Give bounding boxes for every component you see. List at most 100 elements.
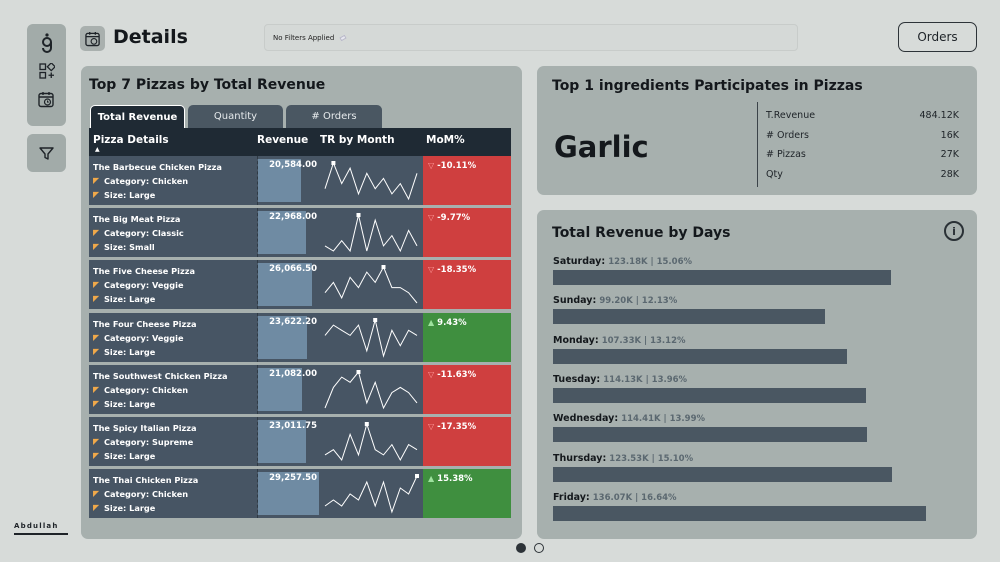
tab-orders[interactable]: # Orders xyxy=(286,105,382,128)
metric-tabs: Total Revenue Quantity # Orders xyxy=(90,105,382,128)
pizza-slice-icon: ◤ xyxy=(93,332,100,342)
table-row[interactable]: The Big Meat Pizza ◤ Category: Classic ◤ Siz… xyxy=(89,208,511,258)
brand-underline xyxy=(14,533,68,535)
widgets-icon[interactable] xyxy=(37,60,57,82)
mom-cell: ▽ -17.35% xyxy=(423,417,511,466)
pizza-details: The Spicy Italian Pizza ◤ Category: Suprem… xyxy=(93,421,258,463)
page-dot-2[interactable] xyxy=(534,543,544,553)
pizza-size: ◤ Size: Large xyxy=(93,345,258,359)
orders-button[interactable]: Orders xyxy=(898,22,977,52)
pizza-slice-icon: ◤ xyxy=(93,228,100,238)
revenue-cell: 23,622.20 xyxy=(257,312,321,362)
arrow-down-icon: ▽ xyxy=(428,369,435,379)
size-text: Size: Large xyxy=(104,451,156,461)
day-bar[interactable] xyxy=(553,427,867,443)
sparkline-chart xyxy=(324,161,418,201)
sparkline xyxy=(324,319,418,358)
size-text: Size: Large xyxy=(104,503,156,514)
day-stat: 114.41K | 13.99% xyxy=(621,414,706,425)
tab-total-revenue[interactable]: Total Revenue xyxy=(90,105,185,128)
pizza-details: The Five Cheese Pizza ◤ Category: Veggie ◤ S… xyxy=(93,264,258,306)
table-row[interactable]: The Five Cheese Pizza ◤ Category: Veggie ◤ S… xyxy=(89,260,511,310)
mom-value: 9.43% xyxy=(437,317,467,328)
pizza-slice-icon: ◤ xyxy=(93,437,100,446)
sparkline-max-marker xyxy=(381,265,386,270)
pizza-name: The Barbecue Chicken Pizza xyxy=(93,162,222,172)
mom-cell: ▽ -10.11% xyxy=(423,156,511,205)
pizza-category: ◤ Category: Veggie xyxy=(93,278,258,292)
tab-quantity[interactable]: Quantity xyxy=(188,105,283,128)
pizza-slice-icon: ◤ xyxy=(93,398,100,408)
sparkline-chart xyxy=(324,422,418,462)
revenue-value: 21,082.00 xyxy=(269,368,317,379)
day-bar[interactable] xyxy=(553,387,866,403)
day-label: Friday: 136.07K | 16.64% xyxy=(553,492,677,503)
panel-title: Top 7 Pizzas by Total Revenue xyxy=(89,77,326,93)
column-header-tr-by-month[interactable]: TR by Month xyxy=(320,134,395,146)
column-header-revenue[interactable]: Revenue xyxy=(257,134,309,146)
day-name: Thursday: xyxy=(553,452,607,464)
pizza-size: ◤ Size: Large xyxy=(93,501,258,515)
pizza-details: The Barbecue Chicken Pizza ◤ Category: Chi… xyxy=(93,160,258,202)
pizza-slice-icon: ◤ xyxy=(93,384,100,394)
revenue-value: 20,584.00 xyxy=(269,160,317,170)
day-stat: 136.07K | 16.64% xyxy=(592,492,677,503)
day-name: Wednesday: xyxy=(553,413,619,425)
day-name: Tuesday: xyxy=(553,373,601,385)
sparkline-max-marker xyxy=(331,161,336,165)
page-dot-1[interactable] xyxy=(516,543,526,553)
table-row[interactable]: The Spicy Italian Pizza ◤ Category: Suprem… xyxy=(89,417,511,466)
revenue-cell: 26,066.50 xyxy=(257,260,321,310)
pizza-category: ◤ Category: Classic xyxy=(93,226,258,240)
stat-row: Qty 28K xyxy=(766,169,959,180)
day-name: Monday: xyxy=(553,334,599,346)
info-icon[interactable]: i xyxy=(944,221,964,241)
day-stat: 123.53K | 15.10% xyxy=(609,453,694,464)
logo-icon[interactable] xyxy=(37,32,57,54)
sparkline xyxy=(324,422,418,462)
sparkline xyxy=(324,215,418,253)
calendar-icon[interactable] xyxy=(37,88,57,110)
pizza-name: The Thai Chicken Pizza xyxy=(93,475,199,486)
pizza-category: ◤ Category: Chicken xyxy=(93,487,258,501)
column-header-mom[interactable]: MoM% xyxy=(426,134,465,146)
pizza-slice-icon: ◤ xyxy=(93,503,100,513)
table-row[interactable]: The Barbecue Chicken Pizza ◤ Category: Chi… xyxy=(89,156,511,205)
pizza-size: ◤ Size: Large xyxy=(93,188,258,202)
category-text: Category: Classic xyxy=(104,228,184,239)
revenue-bar xyxy=(258,472,319,516)
pizza-category: ◤ Category: Chicken xyxy=(93,383,258,397)
panel-title: Total Revenue by Days xyxy=(552,225,731,241)
table-row[interactable]: The Southwest Chicken Pizza ◤ Category: Ch… xyxy=(89,364,511,414)
ingredient-name: Garlic xyxy=(554,130,649,164)
mom-value: -9.77% xyxy=(437,213,471,224)
mom-cell: ▲ 9.43% xyxy=(423,312,511,362)
day-stat: 114.13K | 13.96% xyxy=(603,374,688,385)
stat-row: # Pizzas 27K xyxy=(766,149,959,160)
day-bar[interactable] xyxy=(553,270,891,285)
pizza-details: The Four Cheese Pizza ◤ Category: Veggie ◤ S… xyxy=(93,317,258,359)
filter-panel-toggle[interactable] xyxy=(27,134,66,172)
filter-status-box[interactable]: No Filters Applied xyxy=(264,24,798,51)
panel-title: Top 1 ingredients Participates in Pizzas xyxy=(552,78,863,94)
page-navigator xyxy=(516,543,544,553)
table-row[interactable]: The Four Cheese Pizza ◤ Category: Veggie ◤ S… xyxy=(89,312,511,362)
day-name: Saturday: xyxy=(553,256,606,267)
sparkline-max-marker xyxy=(415,474,419,479)
category-text: Category: Veggie xyxy=(104,280,184,291)
day-bar[interactable] xyxy=(553,348,848,364)
pizza-slice-icon: ◤ xyxy=(93,294,100,304)
pizza-category: ◤ Category: Chicken xyxy=(93,174,258,188)
size-text: Size: Large xyxy=(104,294,156,305)
revenue-cell: 23,011.75 xyxy=(257,417,321,466)
day-bar[interactable] xyxy=(553,309,825,325)
table-row[interactable]: The Thai Chicken Pizza ◤ Category: Chicken… xyxy=(89,469,511,519)
sparkline-chart xyxy=(324,265,418,304)
mom-cell: ▽ -9.77% xyxy=(423,208,511,258)
size-text: Size: Large xyxy=(104,346,156,357)
revenue-bar xyxy=(258,263,312,307)
day-bar[interactable] xyxy=(553,466,892,482)
column-header-pizza-details[interactable]: Pizza Details xyxy=(93,134,169,146)
stat-row: T.Revenue 484.12K xyxy=(766,110,959,121)
day-bar[interactable] xyxy=(553,505,926,521)
